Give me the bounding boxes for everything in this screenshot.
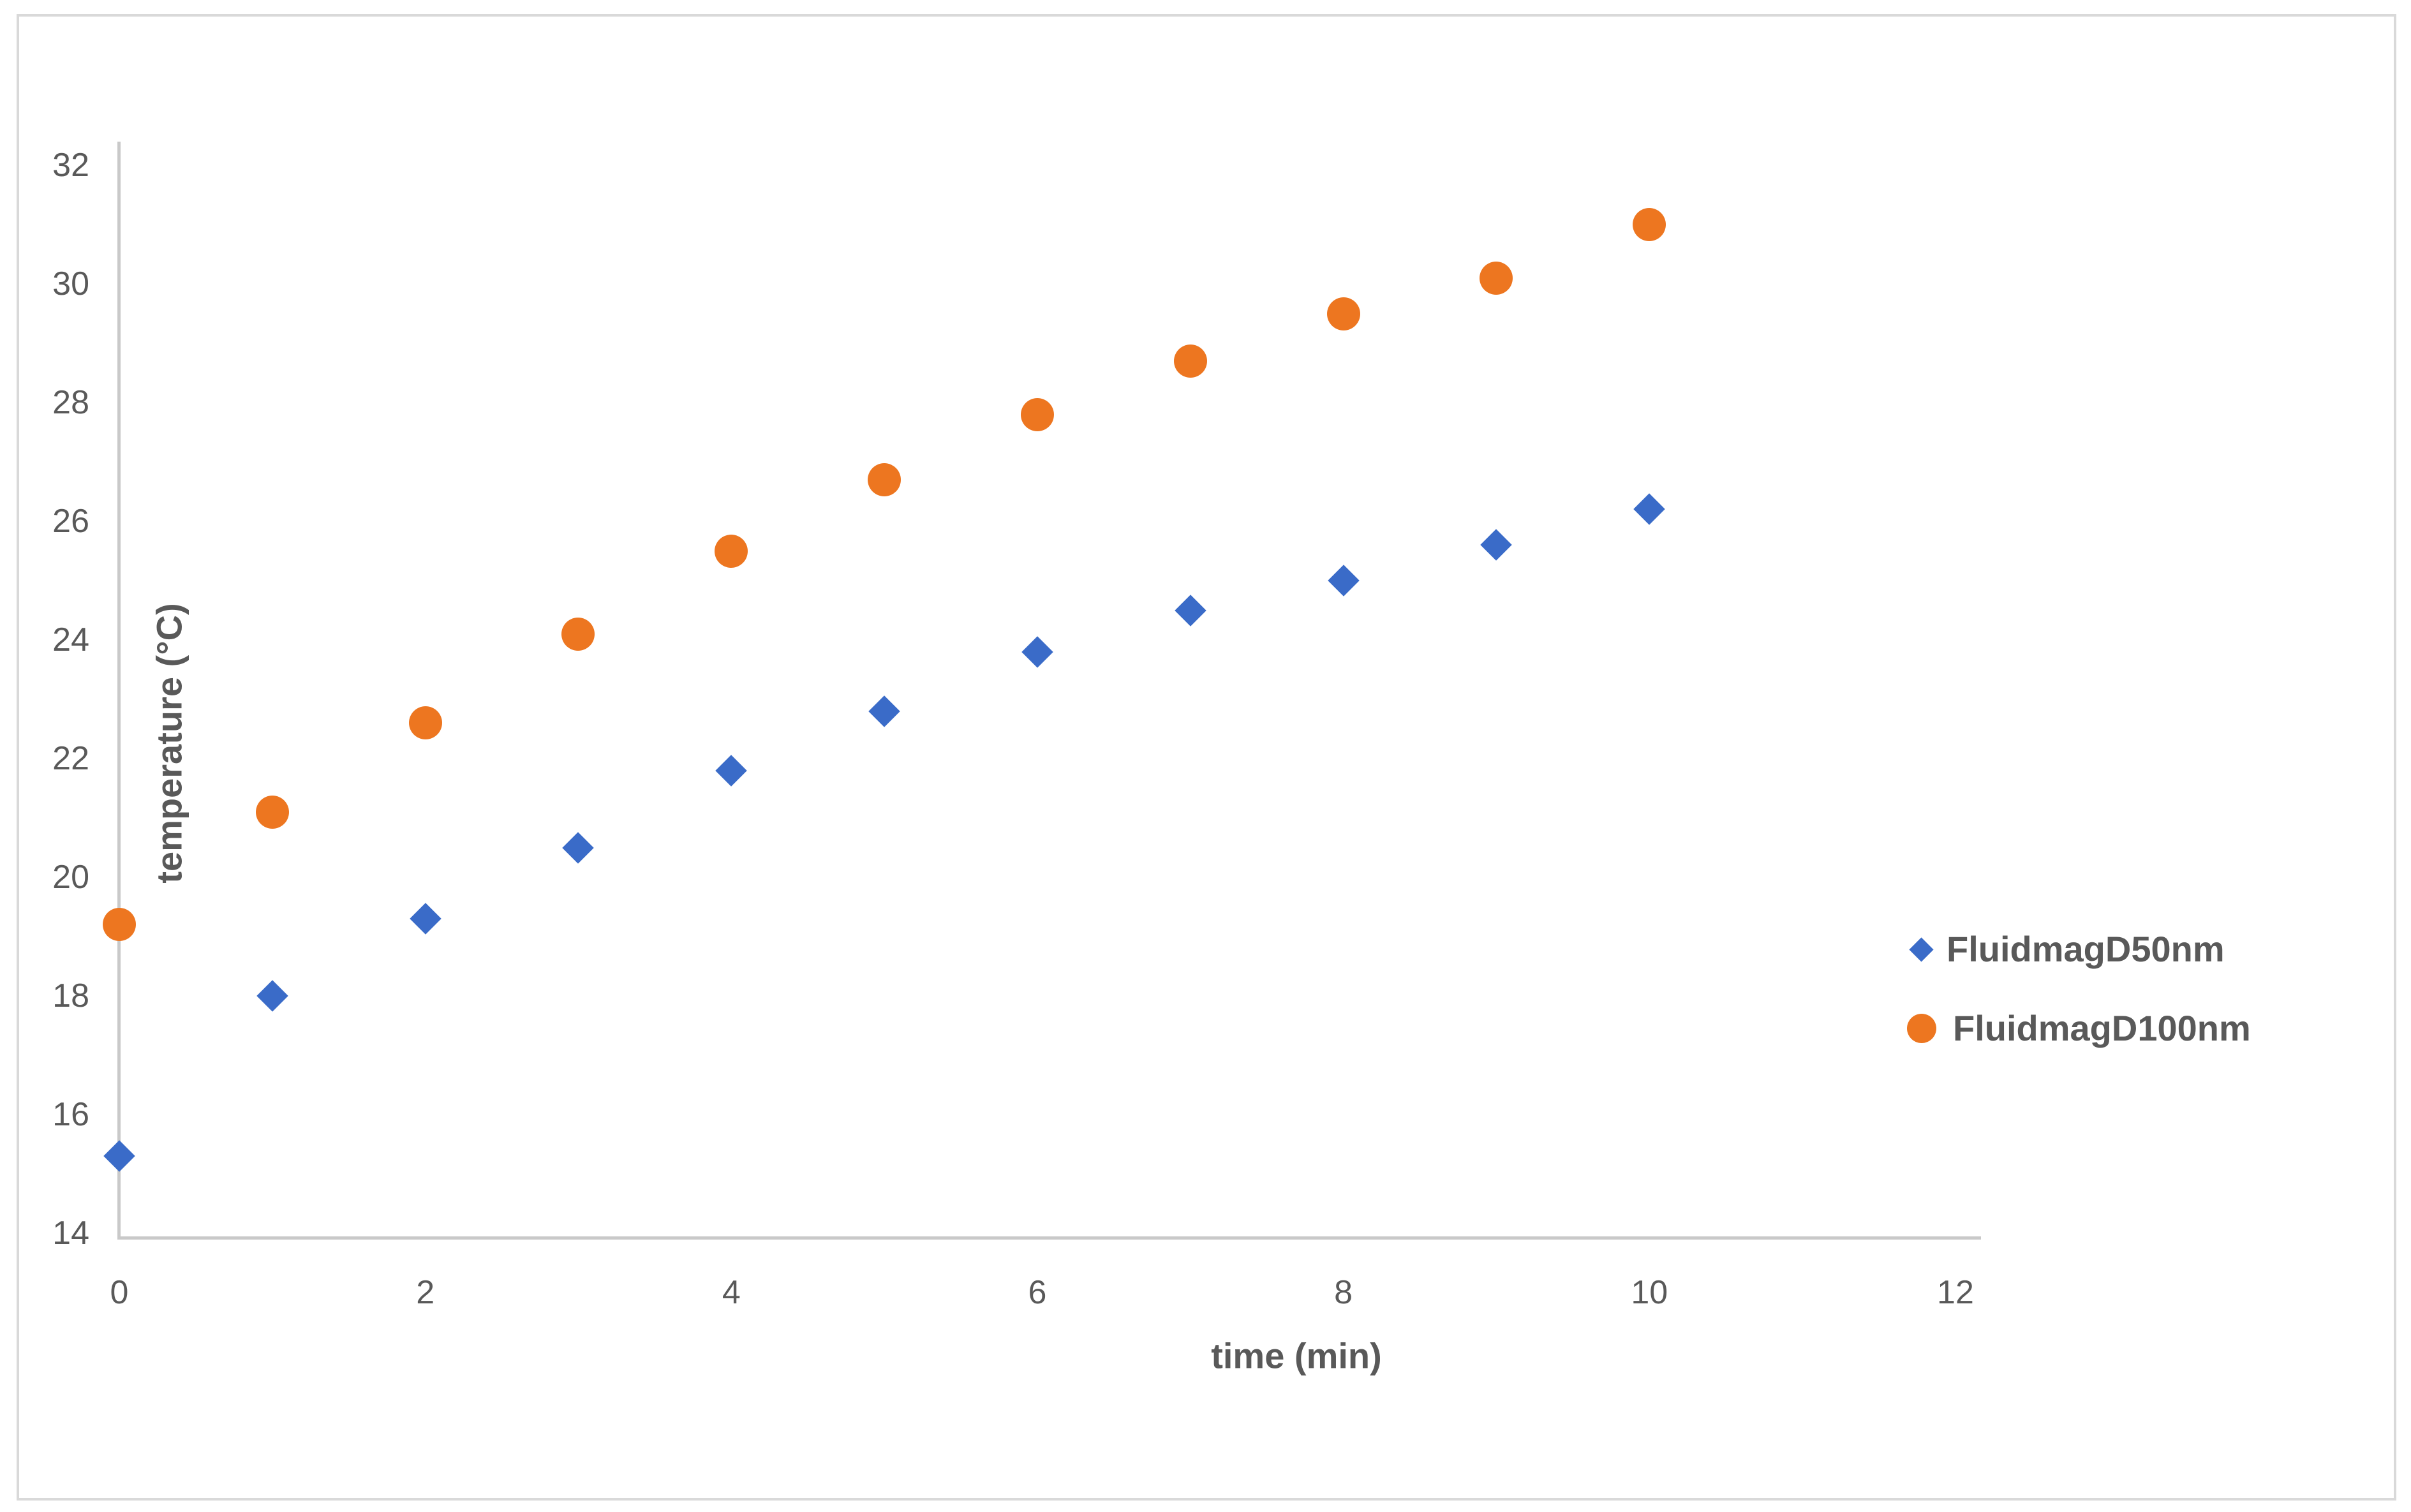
x-axis-line: [117, 1236, 1981, 1240]
x-tick-label: 2: [416, 1274, 435, 1311]
data-point-FluidmagD100nm-t4: [715, 534, 748, 568]
data-point-FluidmagD100nm-t3: [561, 617, 595, 651]
y-tick-label: 28: [52, 384, 89, 421]
y-tick-label: 32: [52, 147, 89, 184]
data-point-FluidmagD100nm-t9: [1480, 261, 1513, 295]
data-point-FluidmagD100nm-t1: [255, 795, 289, 829]
y-tick-label: 14: [52, 1215, 89, 1252]
data-point-FluidmagD100nm-t6: [1020, 397, 1054, 431]
data-point-FluidmagD100nm-t8: [1326, 297, 1360, 330]
chart-figure-frame: 32 30 28 26 24 22 20 18 16 14 0 2 4 6 8 10 12 temperatu…: [17, 14, 2396, 1501]
data-point-FluidmagD100nm-t5: [868, 463, 901, 496]
data-point-FluidmagD100nm-t0: [103, 908, 136, 942]
y-tick-label: 22: [52, 740, 89, 777]
legend-label: FluidmagD50nm: [1947, 929, 2225, 969]
y-tick-label: 18: [52, 977, 89, 1014]
x-tick-label: 12: [1937, 1274, 1974, 1311]
data-point-FluidmagD100nm-t7: [1173, 344, 1207, 378]
y-tick-label: 20: [52, 859, 89, 896]
data-point-FluidmagD50nm-t9: [1480, 529, 1513, 561]
diamond-marker-icon: [1909, 937, 1934, 962]
data-point-FluidmagD50nm-t7: [1175, 594, 1206, 626]
x-tick-label: 10: [1631, 1274, 1668, 1311]
data-point-FluidmagD50nm-t1: [256, 980, 288, 1012]
y-tick-label: 24: [52, 621, 89, 658]
data-point-FluidmagD50nm-t0: [103, 1140, 135, 1172]
x-tick-label: 8: [1334, 1274, 1353, 1311]
y-tick-label: 30: [52, 265, 89, 302]
y-axis-line: [117, 142, 121, 1240]
legend-item-fluidmagd100nm: FluidmagD100nm: [1907, 999, 2251, 1058]
legend-label: FluidmagD100nm: [1953, 1008, 2251, 1048]
x-tick-label: 0: [110, 1274, 129, 1311]
data-point-FluidmagD50nm-t10: [1633, 493, 1666, 526]
y-tick-label: 16: [52, 1096, 89, 1133]
data-point-FluidmagD50nm-t3: [562, 831, 595, 864]
data-point-FluidmagD100nm-t10: [1633, 208, 1666, 241]
x-tick-label: 6: [1028, 1274, 1047, 1311]
legend: FluidmagD50nm FluidmagD100nm: [1907, 920, 2251, 1078]
circle-marker-icon: [1907, 1014, 1936, 1043]
y-tick-label: 26: [52, 503, 89, 540]
data-point-FluidmagD50nm-t8: [1327, 565, 1360, 597]
x-tick-label: 4: [722, 1274, 741, 1311]
data-point-FluidmagD50nm-t4: [715, 754, 748, 787]
data-point-FluidmagD50nm-t5: [868, 695, 900, 727]
x-axis-title: time (min): [1211, 1335, 1382, 1376]
y-axis-title: temperature (°C): [149, 603, 189, 884]
data-point-FluidmagD100nm-t2: [408, 706, 442, 740]
data-point-FluidmagD50nm-t6: [1021, 635, 1053, 668]
legend-item-fluidmagd50nm: FluidmagD50nm: [1909, 920, 2251, 979]
data-point-FluidmagD50nm-t2: [409, 903, 441, 935]
